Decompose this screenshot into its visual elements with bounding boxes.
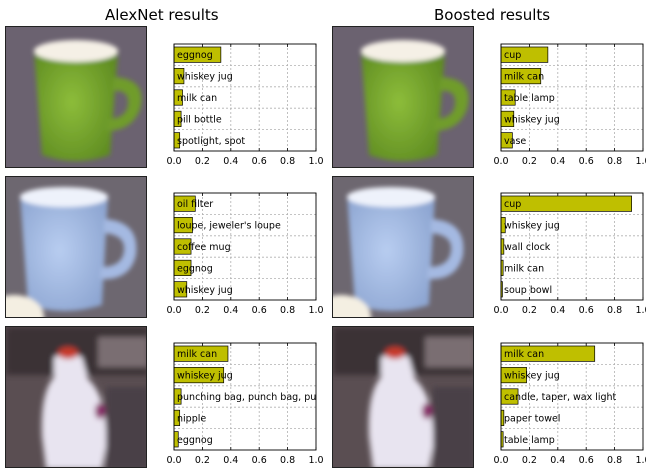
x-tick-label: 0.0	[166, 156, 181, 167]
x-tick-label: 0.4	[223, 455, 238, 466]
bar-category-label: wall clock	[504, 242, 551, 253]
bar-chart-panel: 0.0 0.2 0.4 0.6 0.8 1.0 milk can whiskey jug can…	[493, 342, 646, 466]
x-tick-label: 0.8	[280, 305, 295, 316]
bar-category-label: cup	[504, 199, 521, 210]
x-tick-label: 0.6	[579, 156, 594, 167]
bar-category-label: whiskey jug	[177, 371, 233, 382]
bar-category-label: candle, taper, wax light	[504, 392, 617, 403]
bar-category-label: whiskey jug	[177, 285, 233, 296]
x-tick-label: 0.6	[579, 455, 594, 466]
bar-category-label: milk can	[177, 349, 217, 360]
plot-frame	[173, 43, 317, 152]
bar-category-label: table lamp	[504, 93, 555, 104]
bar-category-label: milk can	[504, 72, 544, 83]
plot-frame	[500, 43, 644, 152]
green-mug-image	[5, 26, 147, 168]
boosted-column-title: Boosted results	[434, 6, 551, 24]
bar-chart-panel: 0.0 0.2 0.4 0.6 0.8 1.0 cup milk can table lamp w…	[493, 43, 646, 167]
bar-category-label: whiskey jug	[177, 72, 233, 83]
bar-chart-panel: 0.0 0.2 0.4 0.6 0.8 1.0 eggnog whiskey jug milk …	[166, 43, 324, 167]
x-tick-label: 0.6	[252, 156, 267, 167]
x-tick-label: 0.4	[223, 156, 238, 167]
bar-category-label: whiskey jug	[504, 114, 560, 125]
bar-category-label: loupe, jeweler's loupe	[177, 221, 281, 232]
bar-category-label: spotlight, spot	[177, 136, 245, 147]
x-tick-label: 0.2	[195, 305, 210, 316]
x-tick-label: 1.0	[308, 305, 323, 316]
bar-category-label: coffee mug	[177, 242, 231, 253]
bar-category-label: eggnog	[177, 50, 213, 61]
bar-chart-panel: 0.0 0.2 0.4 0.6 0.8 1.0 milk can whiskey jug pun…	[166, 342, 328, 466]
x-tick-label: 0.8	[607, 305, 622, 316]
x-tick-label: 0.4	[550, 156, 565, 167]
bar-category-label: whiskey jug	[504, 221, 560, 232]
green-mug-image-boosted	[332, 26, 474, 168]
x-tick-label: 0.4	[223, 305, 238, 316]
x-tick-label: 0.4	[550, 455, 565, 466]
bar-category-label: paper towel	[504, 413, 560, 424]
bar-category-label: pill bottle	[177, 114, 222, 125]
x-tick-label: 0.8	[607, 455, 622, 466]
bar-category-label: vase	[504, 136, 526, 147]
x-tick-label: 0.2	[195, 156, 210, 167]
x-tick-label: 0.2	[522, 455, 537, 466]
plot-frame	[173, 192, 317, 301]
x-tick-label: 0.4	[550, 305, 565, 316]
x-tick-label: 1.0	[635, 455, 646, 466]
alexnet-column-title: AlexNet results	[105, 6, 219, 24]
x-tick-label: 1.0	[308, 455, 323, 466]
blue-mug-image-boosted	[332, 176, 474, 318]
x-tick-label: 0.8	[280, 455, 295, 466]
white-jug-image	[5, 326, 147, 468]
x-tick-label: 0.6	[252, 455, 267, 466]
x-tick-label: 0.8	[280, 156, 295, 167]
bar-category-label: oil filter	[177, 199, 213, 210]
bar-category-label: whiskey jug	[504, 371, 560, 382]
x-tick-label: 0.0	[166, 305, 181, 316]
x-tick-label: 0.0	[493, 455, 508, 466]
bar-category-label: milk can	[504, 349, 544, 360]
bar-category-label: milk can	[504, 263, 544, 274]
blue-mug-image	[5, 176, 147, 318]
bar-category-label: eggnog	[177, 263, 213, 274]
bar-category-label: milk can	[177, 93, 217, 104]
plot-frame	[173, 342, 317, 451]
bar-category-label: nipple	[177, 413, 206, 424]
white-jug-image-boosted	[332, 326, 474, 468]
bar-category-label: table lamp	[504, 435, 555, 446]
x-tick-label: 1.0	[635, 305, 646, 316]
bar-category-label: punching bag, punch bag, punc	[177, 392, 328, 403]
plot-frame	[500, 342, 644, 451]
x-tick-label: 1.0	[308, 156, 323, 167]
x-tick-label: 0.0	[493, 305, 508, 316]
bar-category-label: eggnog	[177, 435, 213, 446]
x-tick-label: 1.0	[635, 156, 646, 167]
bar-chart-panel: 0.0 0.2 0.4 0.6 0.8 1.0 cup whiskey jug wall clo…	[493, 192, 646, 316]
bar-chart-panel: 0.0 0.2 0.4 0.6 0.8 1.0 oil filter loupe, jewel…	[166, 192, 324, 316]
x-tick-label: 0.6	[252, 305, 267, 316]
bar-category-label: cup	[504, 50, 521, 61]
bar-category-label: soup bowl	[504, 285, 552, 296]
plot-frame	[500, 192, 644, 301]
x-tick-label: 0.8	[607, 156, 622, 167]
x-tick-label: 0.2	[522, 305, 537, 316]
x-tick-label: 0.6	[579, 305, 594, 316]
x-tick-label: 0.0	[166, 455, 181, 466]
x-tick-label: 0.2	[195, 455, 210, 466]
x-tick-label: 0.2	[522, 156, 537, 167]
x-tick-label: 0.0	[493, 156, 508, 167]
